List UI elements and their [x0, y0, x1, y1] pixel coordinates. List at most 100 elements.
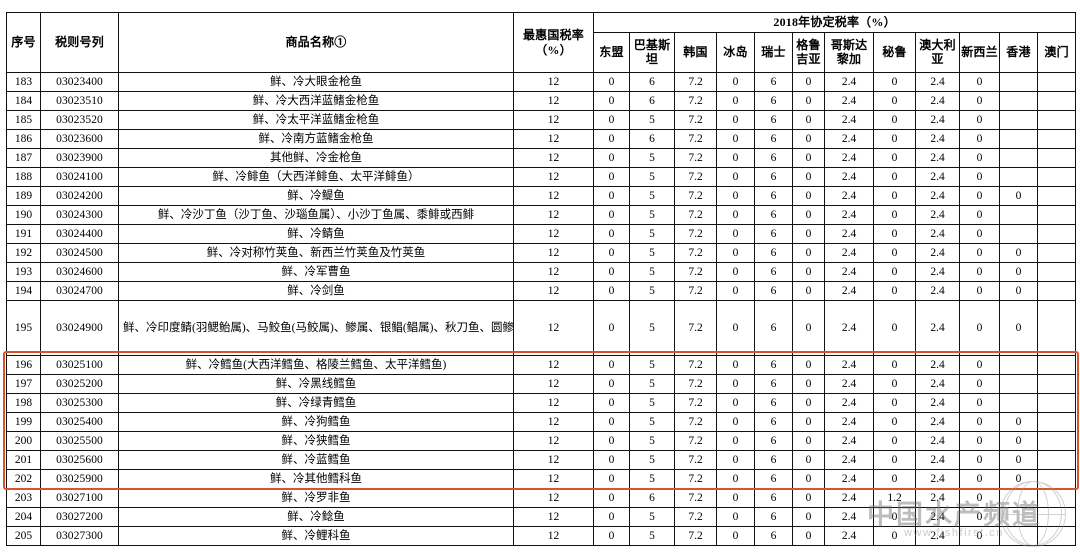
cell-rate-11: [1036, 526, 1077, 546]
cell-rate-5: 0: [792, 243, 825, 263]
cell-code: 03025300: [40, 393, 119, 413]
cell-seq: 192: [6, 243, 41, 263]
header-row-top: 序号 税则号列 商品名称① 最惠国税率 （%） 2018年协定税率（%）: [6, 12, 1077, 73]
cell-seq: 191: [6, 224, 41, 244]
cell-rate-5: 0: [792, 91, 825, 111]
cell-rate-11: [1036, 374, 1077, 394]
cell-rate-10: [999, 526, 1038, 546]
table-header: 序号 税则号列 商品名称① 最惠国税率 （%） 2018年协定税率（%） 东盟巴…: [6, 12, 1077, 73]
cell-seq: 188: [6, 167, 41, 187]
cell-rate-8: 2.4: [915, 205, 960, 225]
cell-code: 03023520: [40, 110, 119, 130]
cell-rate-7: 0: [873, 224, 916, 244]
cell-code: 03024500: [40, 243, 119, 263]
cell-rate-0: 0: [593, 110, 630, 130]
cell-rate-4: 6: [754, 167, 793, 187]
cell-mfn: 12: [513, 469, 594, 489]
cell-rate-0: 0: [593, 243, 630, 263]
header-country-1: 巴基斯坦: [629, 32, 675, 73]
cell-rate-2: 7.2: [674, 526, 717, 546]
cell-rate-8: 2.4: [915, 224, 960, 244]
cell-rate-0: 0: [593, 450, 630, 470]
cell-rate-2: 7.2: [674, 374, 717, 394]
cell-rate-7: 0: [873, 526, 916, 546]
cell-rate-10: [999, 224, 1038, 244]
cell-rate-1: 5: [629, 450, 675, 470]
header-seq: 序号: [6, 12, 41, 73]
cell-rate-1: 6: [629, 72, 675, 92]
header-country-2: 韩国: [674, 32, 717, 73]
cell-rate-4: 6: [754, 355, 793, 375]
cell-rate-10: [999, 205, 1038, 225]
cell-rate-10: [999, 507, 1038, 527]
cell-rate-0: 0: [593, 393, 630, 413]
cell-code: 03024900: [40, 300, 119, 356]
cell-name: 鲜、冷罗非鱼: [118, 488, 514, 508]
cell-rate-9: 0: [959, 129, 1000, 149]
cell-rate-11: [1036, 129, 1077, 149]
cell-rate-9: 0: [959, 186, 1000, 206]
cell-seq: 197: [6, 374, 41, 394]
cell-rate-6: 2.4: [824, 72, 874, 92]
cell-rate-1: 5: [629, 507, 675, 527]
cell-rate-5: 0: [792, 450, 825, 470]
table-row: 191 03024400 鲜、冷鲭鱼 12 0 5 7.2 0 6 0 2.4 0 2.4 0: [6, 224, 1077, 244]
cell-rate-9: 0: [959, 262, 1000, 282]
cell-rate-8: 2.4: [915, 300, 960, 356]
cell-rate-1: 6: [629, 91, 675, 111]
cell-rate-3: 0: [716, 110, 755, 130]
cell-rate-8: 2.4: [915, 129, 960, 149]
cell-rate-7: 1.2: [873, 488, 916, 508]
table-row: 197 03025200 鲜、冷黑线鳕鱼 12 0 5 7.2 0 6 0 2.4 0 2.4 0: [6, 374, 1077, 394]
table-row: 202 03025900 鲜、冷其他鳕科鱼 12 0 5 7.2 0 6 0 2.4 0 2.4 0 0: [6, 469, 1077, 489]
cell-rate-5: 0: [792, 431, 825, 451]
cell-rate-7: 0: [873, 72, 916, 92]
cell-rate-0: 0: [593, 412, 630, 432]
cell-mfn: 12: [513, 488, 594, 508]
cell-code: 03023400: [40, 72, 119, 92]
cell-rate-10: 0: [999, 412, 1038, 432]
cell-rate-11: [1036, 393, 1077, 413]
cell-code: 03027100: [40, 488, 119, 508]
table-row: 184 03023510 鲜、冷大西洋蓝鳍金枪鱼 12 0 6 7.2 0 6 0 2.4 0 2.4 0: [6, 91, 1077, 111]
cell-rate-11: [1036, 72, 1077, 92]
cell-rate-1: 5: [629, 469, 675, 489]
cell-rate-2: 7.2: [674, 72, 717, 92]
cell-rate-1: 5: [629, 262, 675, 282]
cell-rate-6: 2.4: [824, 186, 874, 206]
table-row: 192 03024500 鲜、冷对称竹荚鱼、新西兰竹荚鱼及竹荚鱼 12 0 5 7.2 0 6 0…: [6, 243, 1077, 263]
cell-rate-9: 0: [959, 91, 1000, 111]
cell-rate-9: 0: [959, 148, 1000, 168]
cell-rate-5: 0: [792, 205, 825, 225]
cell-mfn: 12: [513, 281, 594, 301]
cell-code: 03024300: [40, 205, 119, 225]
cell-rate-6: 2.4: [824, 148, 874, 168]
table-row: 204 03027200 鲜、冷鲶鱼 12 0 5 7.2 0 6 0 2.4 0 2.4 0: [6, 507, 1077, 527]
cell-rate-1: 5: [629, 355, 675, 375]
cell-name: 鲜、冷蓝鳕鱼: [118, 450, 514, 470]
cell-rate-4: 6: [754, 243, 793, 263]
cell-rate-4: 6: [754, 374, 793, 394]
cell-rate-2: 7.2: [674, 431, 717, 451]
cell-rate-7: 0: [873, 393, 916, 413]
cell-name: 鲜、冷鲭鱼: [118, 224, 514, 244]
cell-rate-9: 0: [959, 526, 1000, 546]
cell-rate-4: 6: [754, 186, 793, 206]
cell-rate-5: 0: [792, 393, 825, 413]
cell-rate-6: 2.4: [824, 110, 874, 130]
cell-rate-3: 0: [716, 186, 755, 206]
cell-rate-5: 0: [792, 374, 825, 394]
cell-name: 鲜、冷鲱鱼（大西洋鲱鱼、太平洋鲱鱼）: [118, 167, 514, 187]
cell-rate-6: 2.4: [824, 300, 874, 356]
cell-mfn: 12: [513, 205, 594, 225]
cell-rate-10: [999, 374, 1038, 394]
cell-rate-11: [1036, 110, 1077, 130]
cell-rate-0: 0: [593, 148, 630, 168]
table-row: 193 03024600 鲜、冷军曹鱼 12 0 5 7.2 0 6 0 2.4 0 2.4 0 0: [6, 262, 1077, 282]
cell-rate-2: 7.2: [674, 110, 717, 130]
cell-rate-11: [1036, 205, 1077, 225]
cell-code: 03024200: [40, 186, 119, 206]
cell-rate-2: 7.2: [674, 129, 717, 149]
cell-rate-0: 0: [593, 300, 630, 356]
